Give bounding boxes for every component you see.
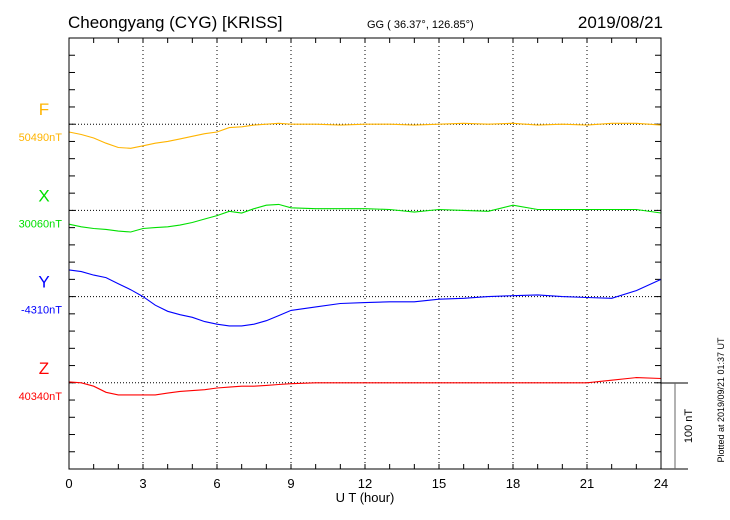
- x-axis-label: U T (hour): [336, 490, 395, 505]
- component-label-y: Y: [38, 273, 49, 292]
- component-label-f: F: [39, 100, 49, 119]
- baseline-value-z: 40340nT: [19, 391, 63, 403]
- scale-bar-label: 100 nT: [683, 409, 695, 444]
- trace-f: [68, 122, 662, 149]
- plot-frame: [68, 37, 662, 470]
- scale-bar: 100 nT: [661, 382, 695, 470]
- baseline-value-y: -4310nT: [21, 305, 62, 317]
- baseline-value-f: 50490nT: [19, 132, 63, 144]
- component-label-z: Z: [39, 359, 49, 378]
- x-tick-label: 0: [65, 476, 72, 491]
- component-label-x: X: [38, 186, 49, 205]
- coordinates: GG ( 36.37°, 126.85°): [367, 19, 474, 31]
- station-title: Cheongyang (CYG) [KRISS]: [68, 13, 282, 32]
- plotted-timestamp: Plotted at 2019/09/21 01:37 UT: [716, 337, 726, 463]
- x-tick-label: 18: [506, 476, 520, 491]
- trace-z: [68, 377, 662, 396]
- trace-x: [68, 203, 662, 233]
- baseline-value-x: 30060nT: [19, 218, 63, 230]
- x-tick-label: 12: [358, 476, 372, 491]
- x-tick-label: 24: [654, 476, 668, 491]
- x-tick-label: 3: [139, 476, 146, 491]
- x-tick-label: 9: [287, 476, 294, 491]
- x-tick-label: 6: [213, 476, 220, 491]
- x-tick-label: 15: [432, 476, 446, 491]
- x-tick-label: 21: [580, 476, 594, 491]
- date-label: 2019/08/21: [578, 13, 663, 32]
- trace-y: [68, 269, 662, 327]
